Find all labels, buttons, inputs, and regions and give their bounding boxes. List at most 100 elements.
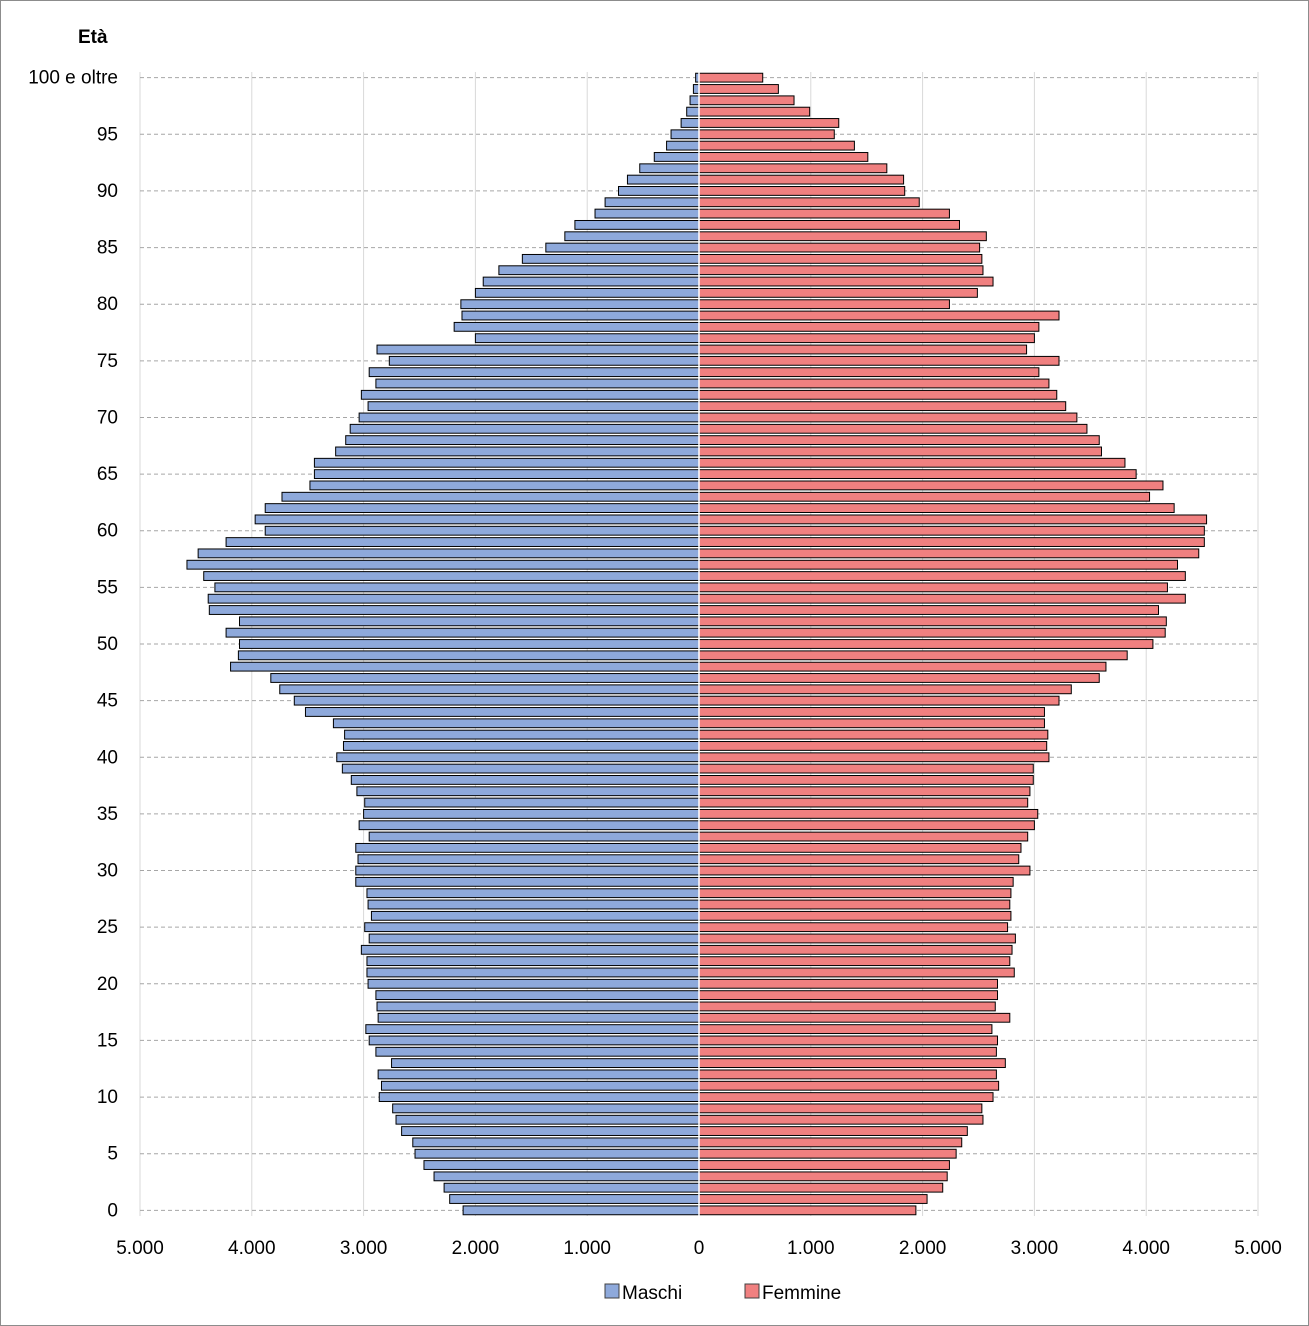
bar-maschi (365, 1024, 700, 1035)
bar-femmine (698, 605, 1159, 615)
bar-femmine (698, 287, 978, 298)
x-tick-label: 5.000 (116, 1238, 164, 1259)
y-tick-label: 80 (97, 294, 118, 315)
bar-maschi (574, 219, 700, 230)
bar-maschi (293, 695, 700, 706)
bar-maschi (264, 525, 700, 536)
x-tick-label: 5.000 (1234, 1238, 1282, 1259)
y-tick-label: 95 (97, 124, 118, 145)
bar-maschi (279, 684, 700, 695)
bar-maschi (376, 1001, 700, 1012)
bar-maschi (360, 389, 700, 400)
bar-maschi (377, 1012, 700, 1023)
bar-maschi (692, 84, 700, 94)
y-tick-label: 55 (97, 577, 118, 598)
y-tick-label: 50 (97, 634, 118, 655)
bar-femmine (698, 435, 1100, 446)
bar-maschi (355, 876, 700, 887)
bar-maschi (392, 1103, 700, 1114)
bar-femmine (698, 276, 994, 287)
bar-maschi (364, 922, 700, 933)
bar-maschi (689, 95, 700, 106)
bar-femmine (698, 355, 1060, 366)
bar-femmine (698, 559, 1179, 570)
bar-maschi (335, 446, 700, 457)
bar-femmine (698, 718, 1045, 729)
bar-maschi (618, 186, 700, 196)
bar-femmine (698, 186, 906, 196)
bar-femmine (698, 423, 1088, 434)
bar-maschi (414, 1148, 700, 1159)
bar-femmine (698, 786, 1031, 797)
bar-maschi (336, 752, 700, 763)
bar-femmine (698, 1171, 948, 1182)
bar-maschi (309, 480, 700, 491)
bar-maschi (594, 208, 700, 219)
bar-maschi (367, 401, 700, 412)
y-tick-label: 15 (97, 1030, 118, 1051)
bar-femmine (698, 933, 1016, 944)
legend-label-femmine: Femmine (762, 1283, 841, 1304)
bar-maschi (304, 707, 700, 717)
bar-maschi (653, 152, 700, 162)
x-tick-label: 1.000 (563, 1238, 611, 1259)
x-tick-label: 3.000 (1011, 1238, 1059, 1259)
bar-femmine (698, 910, 1012, 921)
bar-maschi (186, 559, 700, 570)
bar-maschi (357, 854, 700, 865)
bar-maschi (197, 548, 700, 559)
bar-femmine (698, 1103, 983, 1114)
bar-maschi (356, 786, 700, 797)
bar-femmine (698, 831, 1029, 842)
y-tick-label: 10 (97, 1087, 118, 1108)
bar-maschi (358, 412, 700, 423)
x-tick-label: 4.000 (1122, 1238, 1170, 1259)
y-tick-label: 25 (97, 917, 118, 938)
bar-maschi (203, 571, 700, 581)
x-tick-label: 1.000 (787, 1238, 835, 1259)
bar-maschi (482, 276, 700, 287)
bar-maschi (349, 423, 700, 434)
bar-maschi (368, 831, 700, 842)
bar-femmine (698, 707, 1045, 717)
bar-femmine (698, 321, 1040, 332)
bar-femmine (698, 593, 1186, 604)
bar-femmine (698, 480, 1164, 491)
bar-femmine (698, 967, 1015, 978)
bar-maschi (355, 865, 700, 876)
bar-femmine (698, 1012, 1011, 1023)
bar-maschi (270, 673, 700, 683)
y-tick-label: 20 (97, 974, 118, 995)
bar-maschi (377, 1069, 700, 1080)
y-tick-label: 60 (97, 521, 118, 542)
bar-femmine (698, 208, 950, 219)
bar-maschi (366, 888, 700, 899)
bar-maschi (666, 140, 700, 151)
bar-maschi (686, 106, 700, 117)
bar-femmine (698, 978, 999, 989)
bar-femmine (698, 152, 869, 162)
bar-femmine (698, 990, 999, 1001)
bar-maschi (433, 1171, 700, 1182)
x-tick-label: 3.000 (340, 1238, 388, 1259)
bar-femmine (698, 231, 987, 242)
bar-maschi (281, 491, 700, 502)
bar-femmine (698, 763, 1034, 774)
bar-femmine (698, 106, 811, 117)
bar-maschi (350, 775, 700, 785)
bar-femmine (698, 1205, 917, 1216)
bar-femmine (698, 118, 840, 128)
bar-femmine (698, 639, 1154, 649)
bar-femmine (698, 537, 1205, 547)
bar-femmine (698, 888, 1012, 899)
y-tick-label: 5 (107, 1144, 118, 1165)
bar-femmine (698, 820, 1035, 831)
bar-femmine (698, 197, 920, 208)
bar-maschi (564, 231, 700, 242)
bar-femmine (698, 140, 855, 151)
bar-maschi (460, 299, 700, 310)
bar-femmine (698, 299, 950, 310)
bar-femmine (698, 84, 779, 94)
bar-maschi (264, 503, 700, 513)
